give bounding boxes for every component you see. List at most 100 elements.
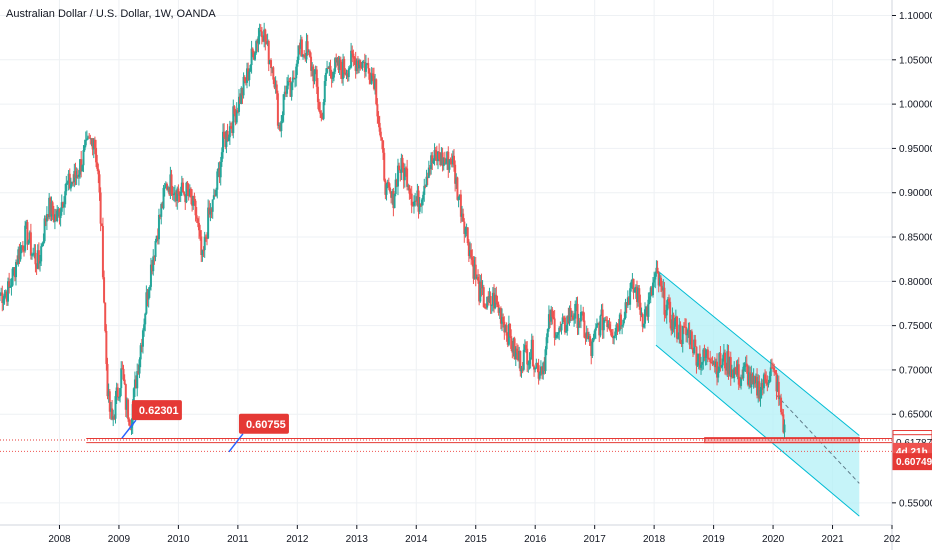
candle-body — [367, 63, 370, 69]
candle-body — [2, 299, 5, 304]
candle-body — [213, 195, 216, 197]
x-tick-label: 2009 — [108, 534, 131, 545]
candle-body — [240, 87, 243, 104]
candle-body — [605, 319, 608, 321]
candle-body — [51, 202, 54, 215]
candle-body — [39, 261, 42, 264]
candle-body — [289, 81, 292, 97]
candle-body — [35, 264, 38, 269]
candle-body — [358, 60, 361, 69]
y-tick-label: 0.95000 — [899, 144, 932, 155]
candle-body — [536, 362, 539, 366]
candle-body — [481, 287, 484, 289]
candle-body — [294, 78, 297, 80]
candle-body — [290, 82, 293, 97]
candle-body — [558, 327, 561, 333]
candle-body — [238, 96, 241, 112]
candle-body — [342, 59, 345, 79]
candle-body — [20, 245, 23, 247]
candle-body — [619, 314, 622, 326]
candle-body — [151, 264, 154, 272]
candle-body — [366, 63, 369, 65]
y-tick-label: 0.55000 — [899, 498, 932, 509]
candle-body — [152, 256, 155, 272]
candle-body — [499, 308, 502, 324]
candle-body — [10, 285, 13, 287]
candle-body — [506, 335, 509, 345]
candle-body — [300, 39, 303, 57]
candle-body — [112, 416, 115, 420]
candle-body — [264, 29, 267, 42]
candle-body — [380, 137, 383, 141]
candle-body — [730, 369, 733, 378]
candle-body — [280, 120, 283, 132]
candle-body — [36, 250, 39, 269]
x-tick-label: 2008 — [48, 534, 71, 545]
candle-body — [334, 58, 337, 72]
candle-body — [716, 361, 719, 378]
candle-body — [315, 69, 318, 87]
candle-body — [666, 299, 669, 305]
candle-body — [581, 311, 584, 313]
candle-body — [296, 60, 299, 67]
candle-body — [291, 77, 294, 83]
x-tick-label: 2021 — [821, 534, 844, 545]
candle-body — [58, 209, 61, 218]
candle-body — [394, 179, 397, 195]
candle-body — [353, 57, 356, 59]
candle-body — [33, 252, 36, 255]
candle-body — [27, 240, 30, 245]
candle-body — [279, 125, 282, 132]
candle-body — [268, 60, 271, 65]
candle-body — [436, 151, 439, 162]
candle-body — [474, 264, 477, 279]
candle-body — [263, 29, 266, 42]
candle-body — [66, 182, 69, 184]
candle-body — [153, 256, 156, 258]
candle-body — [271, 67, 274, 69]
candle-body — [472, 260, 475, 279]
candle-body — [449, 159, 452, 161]
candle-body — [695, 346, 698, 366]
candle-body — [133, 379, 136, 389]
candle-body — [287, 80, 290, 86]
candle-body — [483, 306, 486, 308]
candle-body — [331, 77, 334, 79]
candle-body — [665, 304, 668, 316]
candle-body — [447, 151, 450, 170]
candle-body — [119, 388, 122, 398]
candle-body — [319, 110, 322, 114]
candle-body — [359, 60, 362, 66]
candle-body — [673, 321, 676, 330]
candle-body — [745, 363, 748, 367]
candle-body — [225, 131, 228, 147]
candle-body — [286, 85, 289, 94]
candle-body — [541, 366, 544, 375]
candle-body — [292, 77, 295, 79]
candle-body — [275, 84, 278, 94]
candle-body — [614, 331, 617, 336]
candle-body — [308, 51, 311, 57]
candle-body — [41, 244, 44, 247]
candle-body — [375, 79, 378, 105]
candle-body — [728, 357, 731, 375]
candle-body — [744, 363, 747, 367]
candle-body — [539, 366, 542, 374]
candle-body — [420, 199, 423, 206]
candle-body — [487, 296, 490, 303]
candle-body — [550, 309, 553, 322]
candle-body — [47, 214, 50, 218]
candle-body — [76, 175, 79, 177]
candle-body — [226, 131, 229, 141]
candle-body — [425, 176, 428, 187]
candle-body — [775, 373, 778, 392]
candle-body — [48, 197, 51, 218]
candle-body — [202, 249, 205, 251]
candle-body — [712, 361, 715, 365]
candle-body — [495, 294, 498, 303]
candle-body — [95, 147, 98, 163]
candle-body — [146, 292, 149, 300]
candle-body — [631, 278, 634, 282]
